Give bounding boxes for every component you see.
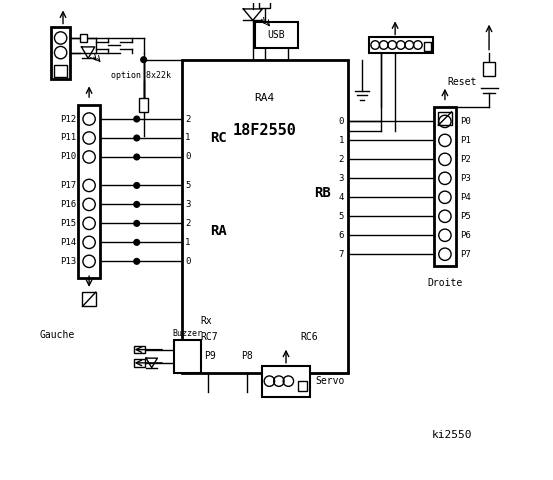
Text: 5: 5 bbox=[185, 181, 190, 190]
Text: 0: 0 bbox=[339, 117, 344, 126]
Text: 2: 2 bbox=[339, 155, 344, 164]
Text: P15: P15 bbox=[60, 219, 76, 228]
Text: P6: P6 bbox=[460, 231, 471, 240]
Text: Reset: Reset bbox=[448, 77, 477, 87]
Text: P10: P10 bbox=[60, 153, 76, 161]
Text: 2: 2 bbox=[185, 115, 190, 123]
Bar bbox=[175, 340, 201, 373]
Circle shape bbox=[134, 182, 139, 188]
Bar bbox=[80, 34, 87, 42]
Bar bbox=[262, 366, 310, 396]
Bar bbox=[255, 22, 298, 48]
Text: RC: RC bbox=[210, 131, 227, 145]
Text: 1: 1 bbox=[185, 133, 190, 143]
Text: P9: P9 bbox=[204, 351, 216, 361]
Bar bbox=[298, 382, 307, 391]
Text: 1: 1 bbox=[339, 136, 344, 145]
Bar bbox=[51, 26, 70, 79]
Bar bbox=[54, 65, 67, 77]
Bar bbox=[483, 62, 495, 76]
Text: 0: 0 bbox=[185, 153, 190, 161]
Bar bbox=[82, 292, 96, 306]
Text: 0: 0 bbox=[185, 257, 190, 266]
Text: P0: P0 bbox=[460, 117, 471, 126]
Text: 7: 7 bbox=[339, 250, 344, 259]
Text: P16: P16 bbox=[60, 200, 76, 209]
Text: RC7: RC7 bbox=[201, 332, 218, 342]
Text: P17: P17 bbox=[60, 181, 76, 190]
Circle shape bbox=[134, 202, 139, 207]
Text: P12: P12 bbox=[60, 115, 76, 123]
Bar bbox=[134, 359, 144, 367]
Text: RC6: RC6 bbox=[300, 332, 318, 342]
Bar bbox=[78, 105, 100, 278]
Text: USB: USB bbox=[268, 30, 285, 40]
Text: 2: 2 bbox=[185, 219, 190, 228]
Bar bbox=[434, 107, 456, 266]
Bar bbox=[139, 97, 148, 112]
Circle shape bbox=[134, 135, 139, 141]
Text: P8: P8 bbox=[241, 351, 253, 361]
Bar bbox=[424, 42, 431, 51]
Text: Buzzer: Buzzer bbox=[173, 329, 202, 338]
Text: P5: P5 bbox=[460, 212, 471, 221]
Text: Droite: Droite bbox=[427, 278, 462, 288]
Text: P7: P7 bbox=[460, 250, 471, 259]
Text: P1: P1 bbox=[460, 136, 471, 145]
Text: P11: P11 bbox=[60, 133, 76, 143]
Text: P13: P13 bbox=[60, 257, 76, 266]
Bar bbox=[259, 0, 270, 8]
Text: 6: 6 bbox=[339, 231, 344, 240]
Text: 3: 3 bbox=[185, 200, 190, 209]
Circle shape bbox=[134, 240, 139, 245]
Text: Rx: Rx bbox=[201, 316, 212, 325]
Circle shape bbox=[134, 259, 139, 264]
Circle shape bbox=[134, 116, 139, 122]
Bar bbox=[439, 112, 452, 125]
Text: option 8x22k: option 8x22k bbox=[111, 71, 171, 80]
Circle shape bbox=[141, 57, 147, 62]
Text: P2: P2 bbox=[460, 155, 471, 164]
Bar bbox=[369, 37, 433, 53]
Text: P14: P14 bbox=[60, 238, 76, 247]
Text: RA: RA bbox=[210, 224, 227, 238]
Text: P4: P4 bbox=[460, 193, 471, 202]
Bar bbox=[134, 346, 144, 353]
Bar bbox=[181, 60, 348, 373]
Circle shape bbox=[134, 220, 139, 226]
Text: ki2550: ki2550 bbox=[432, 430, 472, 440]
Text: 1: 1 bbox=[185, 238, 190, 247]
Text: Servo: Servo bbox=[315, 376, 345, 386]
Text: 18F2550: 18F2550 bbox=[233, 123, 296, 138]
Text: 4: 4 bbox=[339, 193, 344, 202]
Text: RB: RB bbox=[315, 186, 331, 200]
Text: 5: 5 bbox=[339, 212, 344, 221]
Text: P3: P3 bbox=[460, 174, 471, 183]
Text: RA4: RA4 bbox=[254, 93, 275, 103]
Circle shape bbox=[134, 154, 139, 160]
Text: Gauche: Gauche bbox=[40, 330, 75, 340]
Text: 3: 3 bbox=[339, 174, 344, 183]
